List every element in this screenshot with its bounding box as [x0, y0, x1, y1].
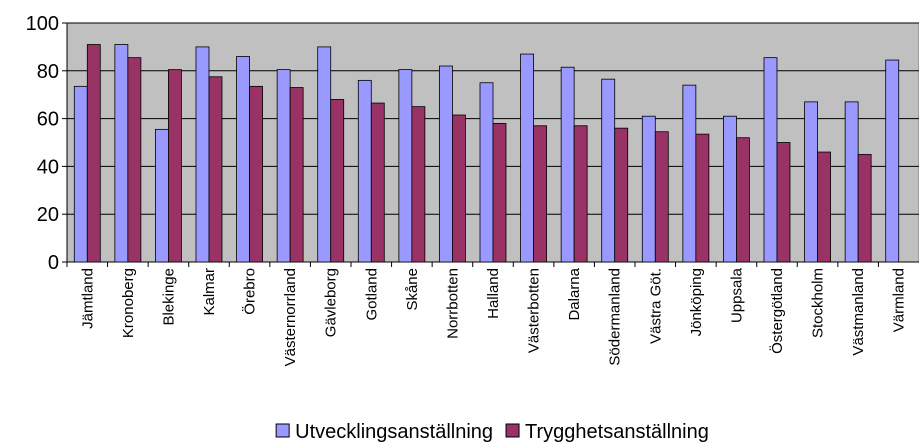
- y-tick-label: 80: [37, 61, 59, 83]
- bar: [817, 151, 831, 263]
- bar: [411, 106, 426, 263]
- bar: [682, 84, 697, 263]
- bar: [330, 99, 345, 263]
- bar: [452, 114, 466, 263]
- x-tick-label: Norrbotten: [444, 268, 461, 339]
- bar: [398, 69, 413, 263]
- legend-swatch: [275, 423, 290, 438]
- bar: [155, 128, 169, 263]
- bar: [844, 101, 859, 263]
- x-tick-label: Jämtland: [79, 268, 96, 329]
- bar: [208, 76, 223, 263]
- x-tick-label: Blekinge: [160, 268, 177, 326]
- x-tick-label: Jönköping: [688, 268, 705, 336]
- y-tick-label: 40: [37, 156, 59, 178]
- x-tick-label: Västra Göt.: [647, 268, 664, 344]
- bar: [317, 46, 332, 263]
- bar: [520, 53, 534, 263]
- legend-label: Trygghetsanställning: [525, 421, 709, 443]
- x-tick-label: Västernorrland: [282, 268, 299, 366]
- x-tick-label: Gotland: [363, 268, 380, 321]
- bar: [492, 122, 507, 263]
- legend: Utvecklingsanställning Trygghetsanställni…: [275, 421, 709, 443]
- legend-swatch: [505, 423, 520, 438]
- y-tick-label: 60: [37, 109, 59, 131]
- legend-label: Utvecklingsanställning: [295, 421, 493, 443]
- bar: [533, 125, 547, 263]
- x-tick-label: Gävleborg: [323, 268, 340, 337]
- bar: [479, 82, 494, 263]
- bar: [857, 154, 872, 263]
- bar: [573, 125, 588, 263]
- x-tick-label: Dalarna: [566, 267, 583, 320]
- x-tick-label: Västerbotten: [526, 268, 543, 353]
- bar: [601, 78, 616, 263]
- x-tick-label: Kronoberg: [120, 268, 137, 338]
- x-tick-label: Södermanland: [607, 268, 624, 366]
- bar: [370, 102, 385, 263]
- bar: [885, 59, 900, 263]
- bar: [804, 101, 818, 263]
- x-tick-label: Halland: [485, 268, 502, 319]
- bar: [289, 87, 304, 263]
- bar: [654, 131, 669, 263]
- bar: [276, 69, 291, 263]
- bar: [249, 85, 263, 263]
- bar: [695, 133, 710, 263]
- y-tick-label: 100: [26, 13, 59, 35]
- bar: [439, 65, 453, 263]
- x-tick-label: Uppsala: [728, 267, 745, 323]
- bar: [114, 44, 129, 263]
- bar: [357, 79, 372, 263]
- x-tick-label: Östergötland: [768, 268, 786, 354]
- x-tick-label: Kalmar: [201, 268, 218, 316]
- y-tick-label: 0: [48, 252, 59, 274]
- x-tick-label: Västmanland: [850, 268, 867, 356]
- bar: [236, 56, 250, 263]
- bar: [614, 127, 629, 263]
- bar: [641, 115, 656, 263]
- bar: [168, 69, 182, 263]
- x-tick-label: Värmland: [891, 268, 908, 332]
- bar: [763, 57, 778, 263]
- bar: [86, 44, 101, 263]
- bar: [195, 46, 210, 263]
- bar: [723, 115, 737, 263]
- bar: [560, 66, 575, 263]
- y-tick-label: 20: [37, 204, 59, 226]
- bar: [73, 85, 88, 263]
- bar: [127, 57, 142, 263]
- x-tick-label: Örebro: [241, 268, 259, 315]
- x-tick-label: Stockholm: [810, 268, 827, 338]
- bar: [776, 142, 791, 263]
- x-tick-label: Skåne: [404, 268, 421, 311]
- bar: [736, 137, 750, 263]
